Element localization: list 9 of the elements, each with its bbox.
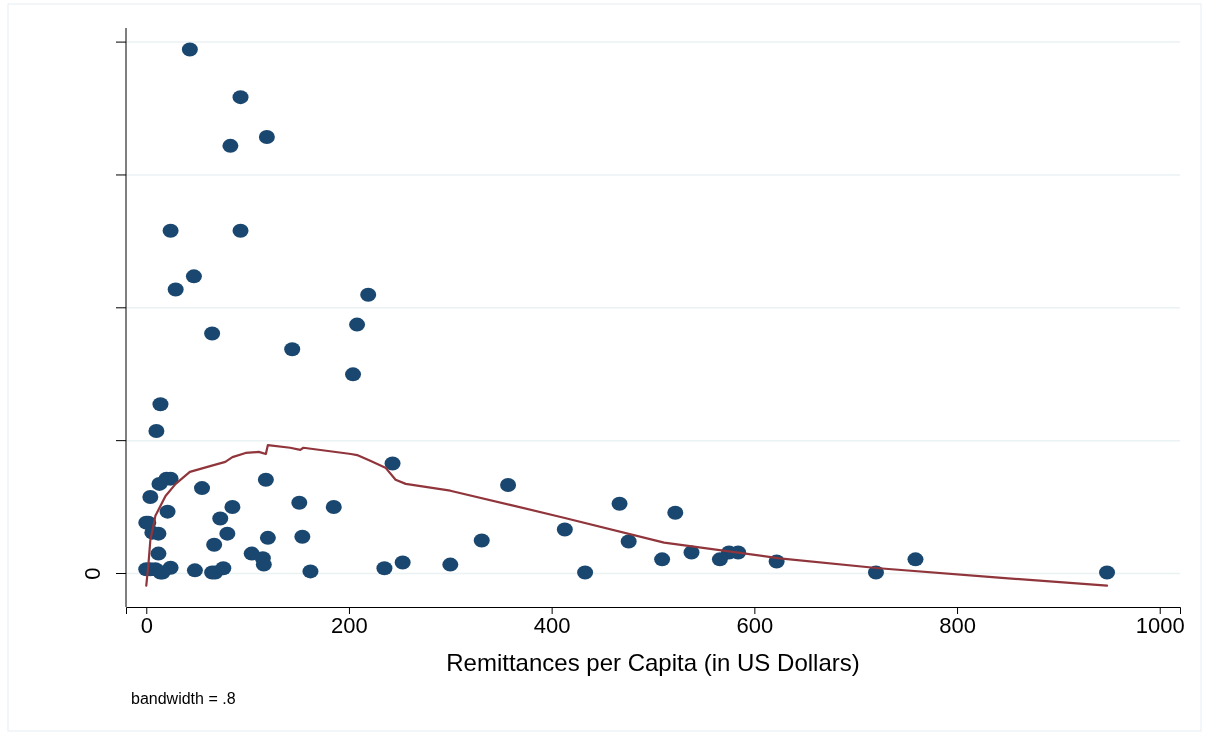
text: bandwidth = .8: [131, 690, 236, 707]
x-tick-label: 0: [140, 612, 153, 638]
x-tick-label: 400: [533, 612, 571, 638]
x-tick-label: 1000: [1135, 612, 1185, 638]
x-tick-label: 600: [736, 612, 774, 638]
x-tick-label: 200: [331, 612, 368, 638]
x-axis-title: Remittances per Capita (in US Dollars): [446, 649, 860, 676]
x-tick-label: 800: [939, 612, 976, 638]
text: 0: [79, 567, 105, 580]
